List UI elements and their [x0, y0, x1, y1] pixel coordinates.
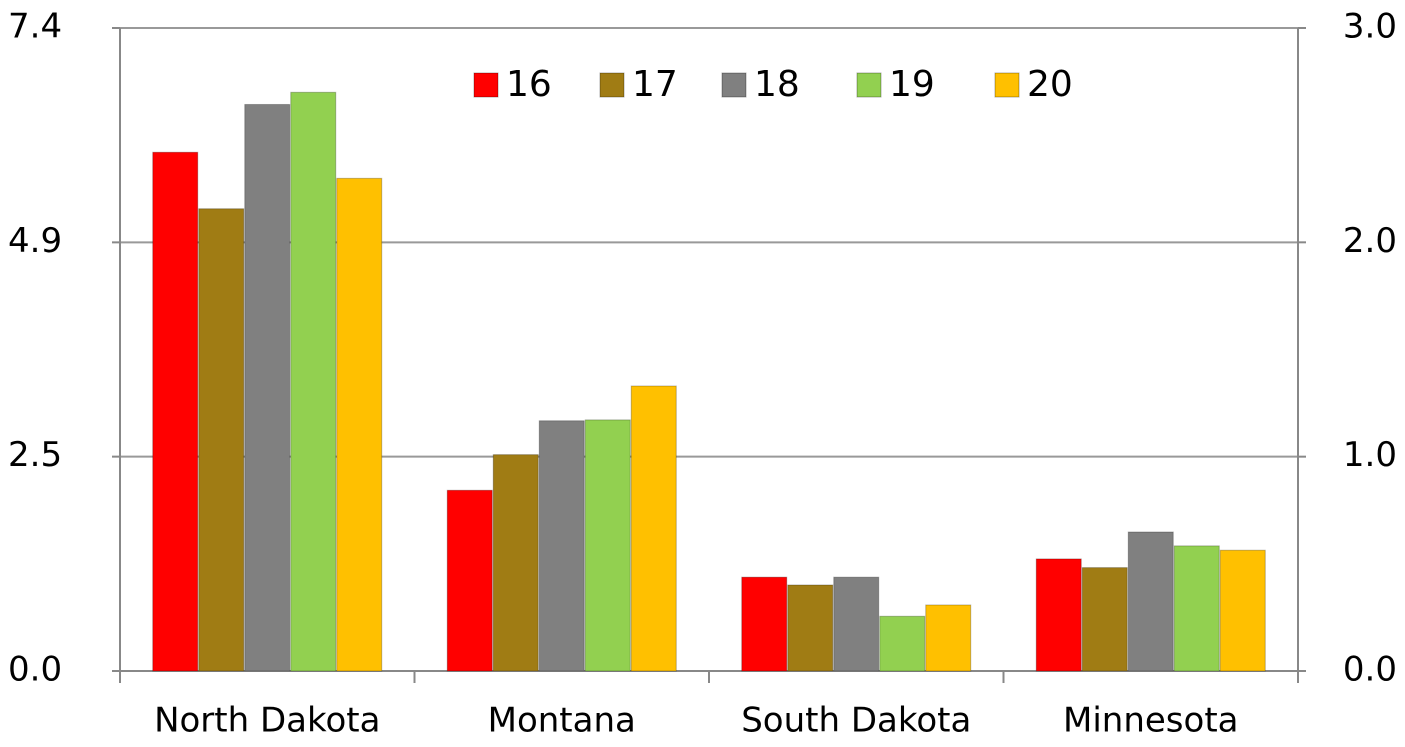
- bar: [492, 454, 539, 672]
- bar: [1035, 558, 1082, 672]
- y-tick-label: 4.9: [8, 221, 62, 261]
- y-tick-label: 0.0: [8, 650, 62, 690]
- x-tick-label: Montana: [488, 701, 636, 741]
- bar: [1081, 567, 1128, 672]
- bar: [1173, 545, 1220, 672]
- y2-tick-label: 1.0: [1343, 435, 1397, 475]
- bar: [1219, 549, 1266, 672]
- legend-swatch: [473, 72, 499, 98]
- bar: [336, 177, 383, 672]
- y2-tick-label: 2.0: [1343, 221, 1397, 261]
- bar: [925, 604, 972, 672]
- legend-label: 16: [506, 64, 552, 105]
- y2-tick-label: 0.0: [1343, 650, 1397, 690]
- y2-tick-label: 3.0: [1343, 7, 1397, 47]
- legend-swatch: [599, 72, 625, 98]
- x-tick-label: Minnesota: [1063, 701, 1238, 741]
- legend-swatch: [721, 72, 747, 98]
- bar: [244, 103, 291, 672]
- x-tick-label: South Dakota: [741, 701, 971, 741]
- bar: [152, 151, 199, 672]
- bar: [538, 420, 585, 672]
- bar: [630, 385, 677, 672]
- y-tick-label: 2.5: [8, 435, 62, 475]
- bar: [741, 576, 788, 672]
- bar: [1127, 531, 1174, 672]
- legend-swatch: [994, 72, 1020, 98]
- bar: [198, 208, 245, 672]
- x-tick-label: North Dakota: [154, 701, 380, 741]
- bar: [584, 419, 631, 672]
- legend-swatch: [856, 72, 882, 98]
- bar: [787, 584, 834, 672]
- bar: [833, 576, 880, 672]
- bar: [446, 489, 493, 672]
- legend-label: 17: [632, 64, 678, 105]
- legend-label: 18: [754, 64, 800, 105]
- legend-label: 20: [1027, 64, 1073, 105]
- bar: [290, 91, 337, 672]
- legend-label: 19: [889, 64, 935, 105]
- bar: [879, 615, 926, 672]
- y-tick-label: 7.4: [8, 7, 62, 47]
